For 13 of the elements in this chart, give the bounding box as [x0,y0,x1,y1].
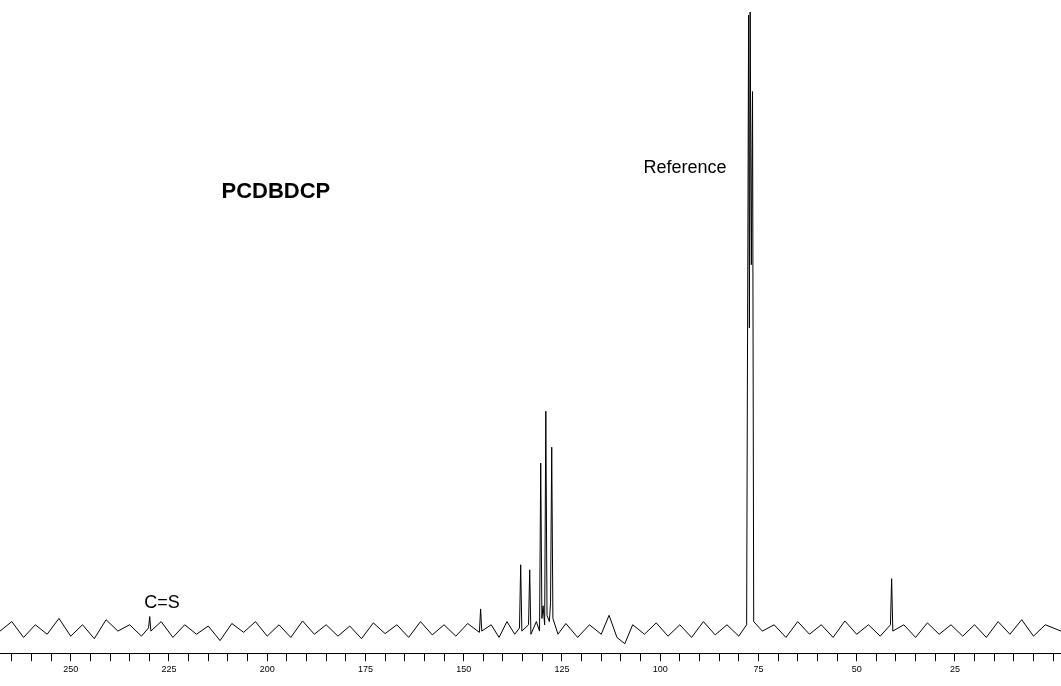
annotation: Reference [643,156,727,177]
x-tick-label: 175 [357,664,373,675]
x-tick-label: 125 [554,664,570,675]
x-tick-label: 150 [456,664,472,675]
x-tick-label: 100 [652,664,668,675]
text: PCDBDCP [221,178,331,204]
x-tick-label: 75 [753,664,764,675]
x-tick-label: 50 [851,664,862,675]
x-tick-label: 25 [949,664,960,675]
x-tick-label: 250 [63,664,79,675]
x-tick-label: 200 [259,664,275,675]
x-tick-label: 225 [161,664,177,675]
annotation: C=S [144,591,180,612]
